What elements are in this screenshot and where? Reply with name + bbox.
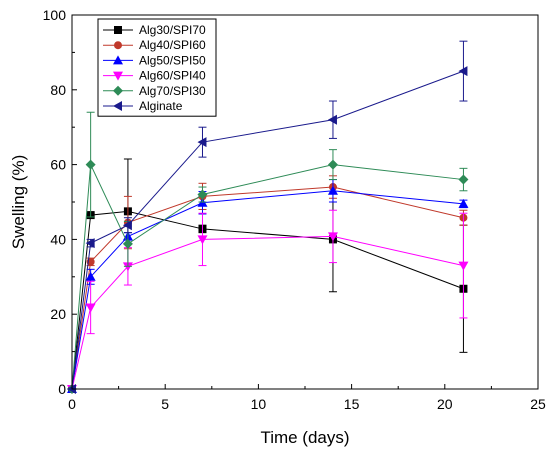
legend-entry: Alg60/SPI40 — [103, 69, 206, 83]
y-tick-label: 80 — [50, 82, 66, 98]
data-point — [458, 66, 468, 77]
x-tick-label: 25 — [530, 396, 546, 412]
legend-label: Alg70/SPI30 — [139, 84, 206, 98]
legend-entry: Alg50/SPI50 — [103, 53, 206, 67]
y-axis-title: Swelling (%) — [9, 155, 28, 249]
axes-layer: 0 5 10 15 20 25 0 20 40 60 80 100 — [43, 7, 546, 412]
y-tick-label: 0 — [58, 381, 66, 397]
legend-entry: Alginate — [103, 99, 183, 113]
legend-marker — [113, 71, 123, 81]
legend-label: Alg60/SPI40 — [139, 69, 206, 83]
legend-entry: Alg70/SPI30 — [103, 84, 206, 98]
legend-label: Alg40/SPI60 — [139, 38, 206, 52]
data-point — [458, 174, 469, 185]
legend-box — [97, 18, 217, 117]
x-tick-label: 5 — [161, 396, 169, 412]
data-point — [327, 159, 338, 170]
series-6 — [67, 40, 468, 394]
data-point — [458, 198, 469, 208]
legend-label: Alg30/SPI70 — [139, 23, 206, 37]
data-point — [197, 235, 208, 245]
legend-label: Alg50/SPI50 — [139, 53, 206, 67]
data-point — [85, 238, 95, 249]
series-line — [71, 235, 464, 390]
data-point — [85, 303, 96, 313]
y-tick-label: 60 — [50, 157, 66, 173]
series-line — [71, 162, 464, 390]
data-point — [85, 271, 96, 281]
y-tick-label: 100 — [43, 7, 67, 23]
data-point — [327, 114, 337, 125]
data-point — [327, 232, 338, 242]
legend-label: Alginate — [139, 99, 183, 113]
data-point — [85, 159, 96, 170]
data-point — [458, 261, 469, 271]
x-tick-label: 15 — [344, 396, 360, 412]
data-point — [197, 189, 208, 200]
series-line — [71, 70, 464, 390]
x-tick-label: 0 — [68, 396, 76, 412]
x-tick-label: 10 — [251, 396, 267, 412]
series-line — [71, 186, 464, 390]
data-point — [327, 185, 338, 195]
data-point — [197, 137, 207, 148]
legend-entry: Alg40/SPI60 — [103, 38, 206, 52]
legend-entry: Alg30/SPI70 — [103, 23, 206, 37]
data-point — [122, 220, 132, 231]
legend-marker — [113, 101, 122, 111]
series-5 — [67, 111, 469, 394]
x-axis-title: Time (days) — [260, 428, 349, 447]
y-tick-label: 40 — [50, 231, 66, 247]
y-tick-label: 20 — [50, 306, 66, 322]
legend-marker — [113, 55, 123, 65]
legend-marker — [114, 26, 122, 34]
legend-marker — [114, 41, 122, 50]
legend-marker — [113, 85, 123, 96]
x-tick-label: 20 — [437, 396, 453, 412]
data-point — [122, 238, 133, 249]
